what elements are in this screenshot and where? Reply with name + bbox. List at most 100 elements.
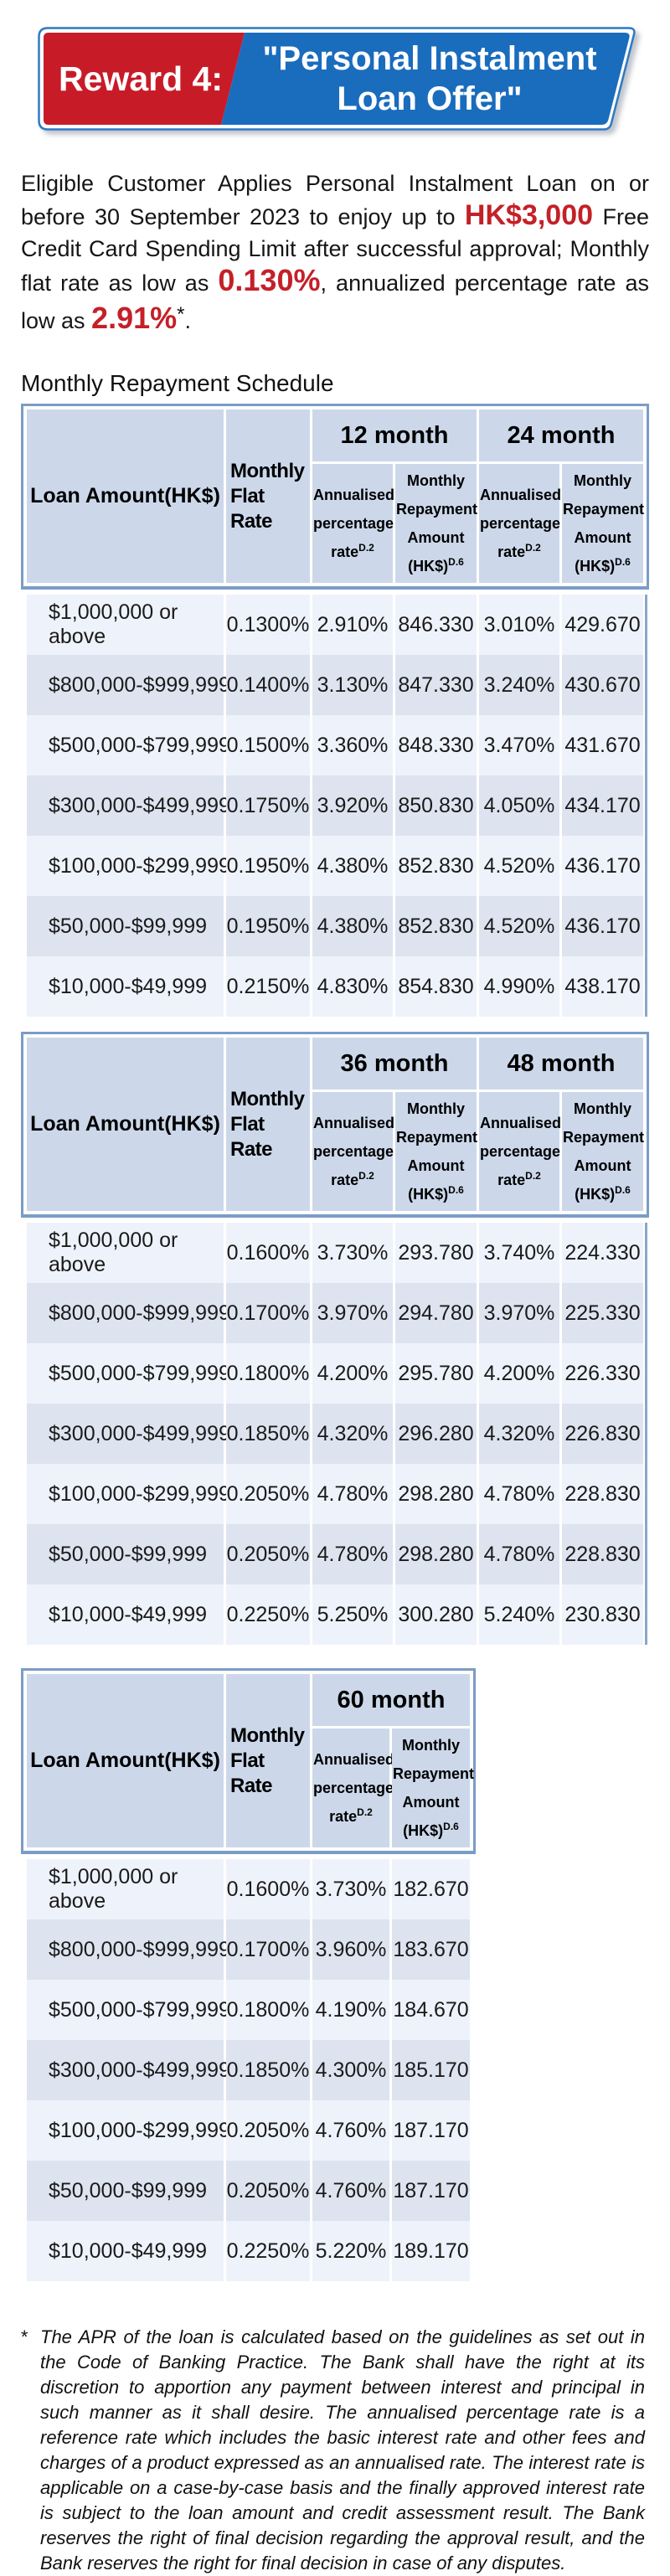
loan-amount-cell: $300,000-$499,999 bbox=[27, 2040, 230, 2100]
repayment-table-36-48-month: Loan Amount(HK$) Monthly Flat Rate 36 mo… bbox=[21, 1032, 670, 1645]
footnote-ref: D.2 bbox=[358, 542, 374, 554]
value-cell: 5.240% bbox=[479, 1584, 559, 1645]
value-cell: 3.960% bbox=[312, 1919, 389, 1980]
loan-amount-cell: $1,000,000 or above bbox=[27, 595, 224, 655]
value-cell: 850.830 bbox=[395, 775, 477, 836]
table-row: $100,000-$299,999 0.1950% 4.380% 852.830 4.5… bbox=[27, 836, 643, 896]
intro-text: Eligible Customer Applies Personal Insta… bbox=[21, 171, 649, 229]
table-row: $50,000-$99,999 0.2050% 4.760% 187.170 bbox=[27, 2161, 470, 2221]
repayment-table-60-month: Loan Amount(HK$) Monthly Flat Rate 60 mo… bbox=[21, 1668, 670, 2281]
footnote-ref: D.2 bbox=[525, 542, 541, 554]
value-cell: 0.2250% bbox=[226, 1584, 310, 1645]
column-header-tenor-12-month: 12 month bbox=[312, 410, 477, 461]
footnote-ref: D.6 bbox=[448, 556, 464, 568]
intro-text: Free Credit Card Spending Limit after su… bbox=[21, 204, 649, 296]
column-header-label: Monthly Repayment Amount (HK$) bbox=[563, 472, 645, 574]
column-header-loan-amount: Loan Amount(HK$) bbox=[27, 1038, 224, 1211]
column-header-monthly-flat-rate: Monthly Flat Rate bbox=[226, 1674, 310, 1847]
value-cell: 0.1950% bbox=[226, 896, 310, 956]
value-cell: 429.670 bbox=[562, 595, 643, 655]
loan-amount-cell: $800,000-$999,999 bbox=[27, 655, 230, 715]
footnote-ref: D.2 bbox=[357, 1806, 373, 1818]
value-cell: 4.380% bbox=[312, 836, 393, 896]
value-cell: 226.830 bbox=[562, 1404, 643, 1464]
loan-amount-cell: $500,000-$799,999 bbox=[27, 1980, 230, 2040]
table-row: $1,000,000 or above 0.1300% 2.910% 846.330 3… bbox=[27, 595, 643, 655]
value-cell: 187.170 bbox=[392, 2100, 470, 2161]
value-cell: 4.520% bbox=[479, 896, 559, 956]
value-cell: 0.1800% bbox=[226, 1980, 310, 2040]
value-cell: 0.2050% bbox=[226, 1524, 310, 1584]
intro-paragraph: Eligible Customer Applies Personal Insta… bbox=[21, 167, 649, 337]
value-cell: 4.320% bbox=[312, 1404, 393, 1464]
loan-amount-cell: $100,000-$299,999 bbox=[27, 1464, 230, 1524]
value-cell: 3.740% bbox=[479, 1223, 559, 1283]
value-cell: 3.920% bbox=[312, 775, 393, 836]
value-cell: 0.2250% bbox=[226, 2221, 310, 2281]
value-cell: 4.780% bbox=[312, 1524, 393, 1584]
value-cell: 431.670 bbox=[562, 715, 643, 775]
reward-banner: Reward 4: "Personal Instalment Loan Offe… bbox=[38, 27, 639, 131]
loan-amount-cell: $50,000-$99,999 bbox=[27, 2161, 224, 2221]
value-cell: 224.330 bbox=[562, 1223, 643, 1283]
table-row: $10,000-$49,999 0.2150% 4.830% 854.830 4.990… bbox=[27, 956, 643, 1017]
table-row: $800,000-$999,999 0.1700% 3.970% 294.780 3.9… bbox=[27, 1283, 643, 1343]
column-header-monthly-repayment: Monthly Repayment Amount (HK$)D.6 bbox=[395, 464, 477, 583]
column-header-loan-amount: Loan Amount(HK$) bbox=[27, 410, 224, 583]
value-cell: 0.1600% bbox=[226, 1223, 310, 1283]
banner-text: Reward 4: "Personal Instalment Loan Offe… bbox=[38, 27, 639, 131]
table-body: $1,000,000 or above 0.1600% 3.730% 293.780 3… bbox=[27, 1223, 647, 1645]
value-cell: 3.730% bbox=[312, 1223, 393, 1283]
column-header-label: Annualised percentage rate bbox=[313, 1115, 395, 1188]
column-header-annualised-rate: Annualised percentage rateD.2 bbox=[312, 1728, 394, 1847]
value-cell: 4.380% bbox=[312, 896, 393, 956]
repayment-table-12-24-month: Loan Amount(HK$) Monthly Flat Rate 12 mo… bbox=[21, 404, 670, 1017]
value-cell: 4.050% bbox=[479, 775, 559, 836]
value-cell: 0.1400% bbox=[226, 655, 310, 715]
column-header-label: Monthly Repayment Amount (HK$) bbox=[563, 1100, 645, 1203]
table-row: $50,000-$99,999 0.2050% 4.780% 298.280 4.780… bbox=[27, 1524, 643, 1584]
value-cell: 438.170 bbox=[562, 956, 643, 1017]
loan-amount-cell: $800,000-$999,999 bbox=[27, 1283, 230, 1343]
table-row: $100,000-$299,999 0.2050% 4.760% 187.170 bbox=[27, 2100, 470, 2161]
value-cell: 436.170 bbox=[562, 836, 643, 896]
footnote-ref: D.2 bbox=[525, 1170, 541, 1182]
value-cell: 4.200% bbox=[479, 1343, 559, 1404]
column-header-label: Annualised percentage rate bbox=[480, 1115, 562, 1188]
column-header-tenor-60-month: 60 month bbox=[312, 1674, 470, 1726]
value-cell: 298.280 bbox=[395, 1524, 477, 1584]
value-cell: 0.1800% bbox=[226, 1343, 310, 1404]
column-header-label: Monthly Repayment Amount (HK$) bbox=[396, 1100, 478, 1203]
loan-amount-cell: $1,000,000 or above bbox=[27, 1859, 224, 1919]
column-header-label: Annualised percentage rate bbox=[313, 1751, 395, 1825]
column-header-monthly-repayment: Monthly Repayment Amount (HK$)D.6 bbox=[392, 1728, 474, 1847]
banner-title-line2: Loan Offer" bbox=[337, 80, 523, 117]
table-row: $300,000-$499,999 0.1850% 4.300% 185.170 bbox=[27, 2040, 470, 2100]
column-header-tenor-24-month: 24 month bbox=[479, 410, 643, 461]
table-row: $500,000-$799,999 0.1800% 4.200% 295.780 4.2… bbox=[27, 1343, 643, 1404]
footnote-ref: D.2 bbox=[358, 1170, 374, 1182]
table-body: $1,000,000 or above 0.1600% 3.730% 182.670 $… bbox=[27, 1859, 470, 2281]
value-cell: 0.1750% bbox=[226, 775, 310, 836]
footnote-ref: D.6 bbox=[448, 1184, 464, 1196]
value-cell: 0.2150% bbox=[226, 956, 310, 1017]
value-cell: 4.320% bbox=[479, 1404, 559, 1464]
loan-amount-cell: $300,000-$499,999 bbox=[27, 1404, 230, 1464]
footnote: * The APR of the loan is calculated base… bbox=[15, 2325, 645, 2576]
value-cell: 4.190% bbox=[312, 1980, 389, 2040]
table-header: Loan Amount(HK$) Monthly Flat Rate 12 mo… bbox=[21, 404, 649, 590]
table-body: $1,000,000 or above 0.1300% 2.910% 846.330 3… bbox=[27, 595, 647, 1017]
loan-amount-cell: $10,000-$49,999 bbox=[27, 956, 224, 1017]
column-header-annualised-rate: Annualised percentage rateD.2 bbox=[479, 464, 561, 583]
intro-text: . bbox=[184, 308, 191, 333]
value-cell: 0.1950% bbox=[226, 836, 310, 896]
column-header-monthly-repayment: Monthly Repayment Amount (HK$)D.6 bbox=[562, 464, 645, 583]
value-cell: 294.780 bbox=[395, 1283, 477, 1343]
table-header: Loan Amount(HK$) Monthly Flat Rate 60 mo… bbox=[21, 1668, 476, 1854]
value-cell: 4.780% bbox=[479, 1464, 559, 1524]
column-header-monthly-flat-rate: Monthly Flat Rate bbox=[226, 1038, 310, 1211]
column-header-annualised-rate: Annualised percentage rateD.2 bbox=[479, 1092, 562, 1211]
value-cell: 4.520% bbox=[479, 836, 559, 896]
table-row: $10,000-$49,999 0.2250% 5.220% 189.170 bbox=[27, 2221, 470, 2281]
